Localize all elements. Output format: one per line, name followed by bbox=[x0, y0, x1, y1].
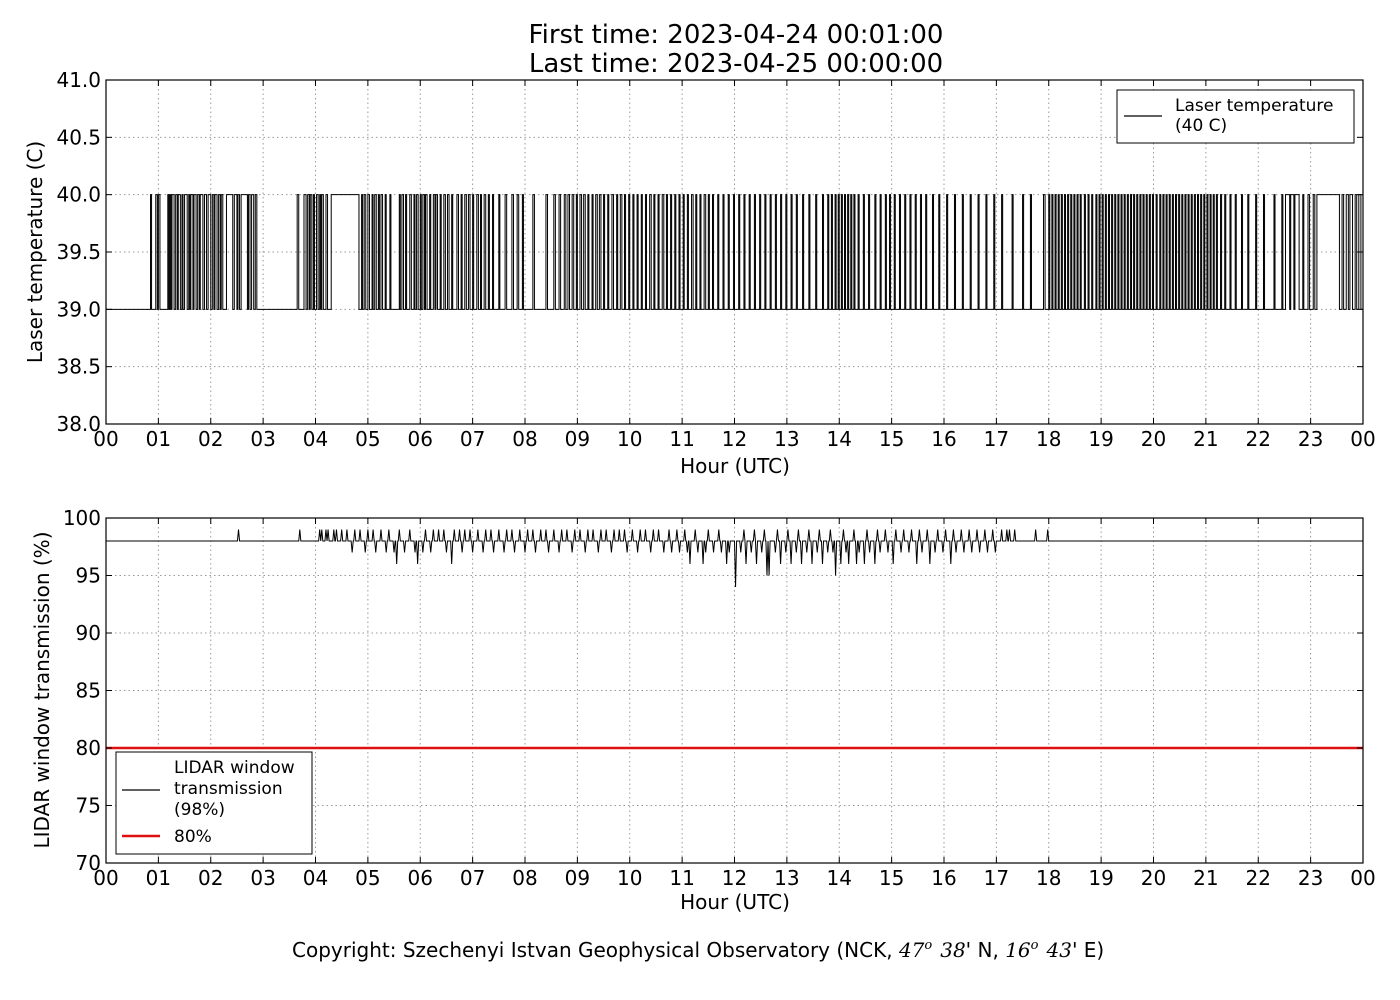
laser-temperature-xlabel: Hour (UTC) bbox=[680, 454, 790, 478]
laser-temperature-x-tick-label: 21 bbox=[1193, 427, 1218, 451]
laser-temperature-legend-line-1: Laser temperature bbox=[1175, 96, 1333, 116]
lidar-transmission-x-tick-label: 17 bbox=[984, 866, 1009, 890]
lidar-transmission-x-tick-label: 19 bbox=[1088, 866, 1113, 890]
lidar-transmission-x-tick-label: 01 bbox=[146, 866, 171, 890]
laser-temperature-x-tick-label: 19 bbox=[1088, 427, 1113, 451]
lidar-transmission-x-tick-label: 11 bbox=[669, 866, 694, 890]
laser-temperature-x-tick-label: 13 bbox=[774, 427, 799, 451]
laser-temperature-x-tick-label: 10 bbox=[617, 427, 642, 451]
laser-temperature-x-tick-label: 22 bbox=[1246, 427, 1271, 451]
laser-temperature-y-tick-label: 38.0 bbox=[56, 412, 101, 436]
lidar-transmission-y-tick-label: 100 bbox=[63, 506, 101, 530]
laser-temperature-y-tick-label: 40.0 bbox=[56, 183, 101, 207]
lidar-transmission-grid bbox=[106, 518, 1363, 863]
laser-temperature-y-tick-label: 38.5 bbox=[56, 355, 101, 379]
lidar-transmission-x-tick-label: 10 bbox=[617, 866, 642, 890]
laser-temperature-x-tick-label: 01 bbox=[146, 427, 171, 451]
laser-temperature-x-tick-label: 23 bbox=[1298, 427, 1323, 451]
lidar-transmission-series bbox=[106, 529, 1363, 750]
laser-temperature-x-tick-label: 18 bbox=[1036, 427, 1061, 451]
laser-temperature-x-tick-label: 04 bbox=[303, 427, 328, 451]
laser-temperature-panel: 00 01 02 03 04 05 06 07 08 09 10 11 12 13 14 15 16 17 18 19… bbox=[23, 68, 1376, 478]
lidar-transmission-x-tick-label: 12 bbox=[722, 866, 747, 890]
laser-temperature-x-tick-label: 08 bbox=[512, 427, 537, 451]
lidar-transmission-y-tick-label: 75 bbox=[76, 794, 101, 818]
latitude-degree-mark: o bbox=[924, 938, 932, 953]
latitude-degrees: 47 bbox=[898, 938, 925, 962]
lidar-transmission-x-tick-label: 13 bbox=[774, 866, 799, 890]
longitude-minutes: 43 bbox=[1045, 938, 1071, 962]
laser-temperature-x-tick-label: 00 bbox=[1350, 427, 1375, 451]
lidar-transmission-y-tick-label: 95 bbox=[76, 564, 101, 588]
lidar-transmission-x-tick-label: 15 bbox=[879, 866, 904, 890]
lidar-transmission-x-tick-label: 03 bbox=[250, 866, 275, 890]
lidar-transmission-legend: LIDAR window transmission (98%) 80% bbox=[115, 751, 313, 855]
laser-temperature-x-tick-label: 07 bbox=[460, 427, 485, 451]
lidar-transmission-x-tick-label: 05 bbox=[355, 866, 380, 890]
lidar-transmission-y-tick-label: 80 bbox=[76, 736, 101, 760]
lidar-transmission-legend-line-1: LIDAR window bbox=[174, 758, 295, 778]
chart-title-first-time: First time: 2023-04-24 00:01:00 bbox=[529, 20, 944, 50]
laser-temperature-x-tick-label: 09 bbox=[565, 427, 590, 451]
lidar-transmission-y-tick-label: 90 bbox=[76, 621, 101, 645]
longitude-degrees: 16 bbox=[1005, 938, 1031, 962]
lidar-transmission-xlabel: Hour (UTC) bbox=[680, 890, 790, 914]
laser-temperature-y-tick-label: 41.0 bbox=[56, 68, 101, 92]
lidar-transmission-legend-line-3: (98%) bbox=[174, 800, 225, 820]
lidar-transmission-ticks: 00 01 02 03 04 05 06 07 08 09 10 11 12 13 14 15 16 17 18 19… bbox=[63, 506, 1376, 890]
threshold-legend-label: 80% bbox=[174, 827, 212, 847]
laser-temperature-x-tick-label: 16 bbox=[931, 427, 956, 451]
laser-temperature-ylabel: Laser temperature (C) bbox=[23, 141, 47, 363]
copyright-prefix: Copyright: Szechenyi Istvan Geophysical … bbox=[292, 938, 899, 962]
lidar-transmission-x-tick-label: 18 bbox=[1036, 866, 1061, 890]
laser-temperature-legend-line-2: (40 C) bbox=[1175, 116, 1227, 136]
lidar-transmission-x-tick-label: 04 bbox=[303, 866, 328, 890]
laser-temperature-x-tick-label: 06 bbox=[408, 427, 433, 451]
lidar-transmission-x-tick-label: 00 bbox=[93, 866, 118, 890]
laser-temperature-legend: Laser temperature (40 C) bbox=[1116, 89, 1355, 144]
laser-temperature-ticks: 00 01 02 03 04 05 06 07 08 09 10 11 12 13 14 15 16 17 18 19… bbox=[56, 68, 1375, 451]
laser-temperature-y-tick-label: 40.5 bbox=[56, 125, 101, 149]
latitude-minutes: 38 bbox=[940, 938, 965, 962]
laser-temperature-x-tick-label: 17 bbox=[984, 427, 1009, 451]
laser-temperature-x-tick-label: 00 bbox=[93, 427, 118, 451]
laser-temperature-x-tick-label: 14 bbox=[827, 427, 852, 451]
laser-temperature-y-tick-label: 39.5 bbox=[56, 240, 101, 264]
lidar-transmission-x-tick-label: 23 bbox=[1298, 866, 1323, 890]
lidar-transmission-x-tick-label: 21 bbox=[1193, 866, 1218, 890]
laser-temperature-x-tick-label: 02 bbox=[198, 427, 223, 451]
laser-temperature-x-tick-label: 12 bbox=[722, 427, 747, 451]
lidar-transmission-ylabel: LIDAR window transmission (%) bbox=[30, 532, 54, 849]
lidar-transmission-x-tick-label: 08 bbox=[512, 866, 537, 890]
lidar-transmission-x-tick-label: 22 bbox=[1246, 866, 1271, 890]
laser-temperature-x-tick-label: 05 bbox=[355, 427, 380, 451]
laser-temperature-x-tick-label: 11 bbox=[669, 427, 694, 451]
lidar-transmission-y-tick-label: 85 bbox=[76, 679, 101, 703]
lidar-transmission-line bbox=[106, 529, 1363, 588]
lidar-transmission-x-tick-label: 20 bbox=[1141, 866, 1166, 890]
lidar-transmission-x-tick-label: 02 bbox=[198, 866, 223, 890]
laser-temperature-y-tick-label: 39.0 bbox=[56, 297, 101, 321]
laser-temperature-series bbox=[106, 194, 1363, 310]
laser-temperature-x-tick-label: 20 bbox=[1141, 427, 1166, 451]
laser-temperature-line bbox=[106, 194, 1363, 310]
lidar-transmission-legend-line-2: transmission bbox=[174, 779, 283, 799]
chart-title-last-time: Last time: 2023-04-25 00:00:00 bbox=[529, 49, 943, 79]
laser-temperature-x-tick-label: 03 bbox=[250, 427, 275, 451]
latitude-suffix: ' N, bbox=[966, 938, 1006, 962]
lidar-transmission-x-tick-label: 07 bbox=[460, 866, 485, 890]
lidar-transmission-y-tick-label: 70 bbox=[76, 851, 101, 875]
lidar-transmission-x-tick-label: 14 bbox=[827, 866, 852, 890]
laser-temperature-x-tick-label: 15 bbox=[879, 427, 904, 451]
longitude-suffix: ' E) bbox=[1072, 938, 1104, 962]
lidar-transmission-x-tick-label: 16 bbox=[931, 866, 956, 890]
lidar-transmission-x-tick-label: 09 bbox=[565, 866, 590, 890]
lidar-transmission-x-tick-label: 06 bbox=[408, 866, 433, 890]
copyright-notice: Copyright: Szechenyi Istvan Geophysical … bbox=[292, 938, 1104, 962]
lidar-transmission-x-tick-label: 00 bbox=[1350, 866, 1375, 890]
lidar-transmission-panel: 00 01 02 03 04 05 06 07 08 09 10 11 12 13 14 15 16 17 18 19… bbox=[30, 506, 1376, 914]
longitude-degree-mark: o bbox=[1031, 938, 1039, 953]
